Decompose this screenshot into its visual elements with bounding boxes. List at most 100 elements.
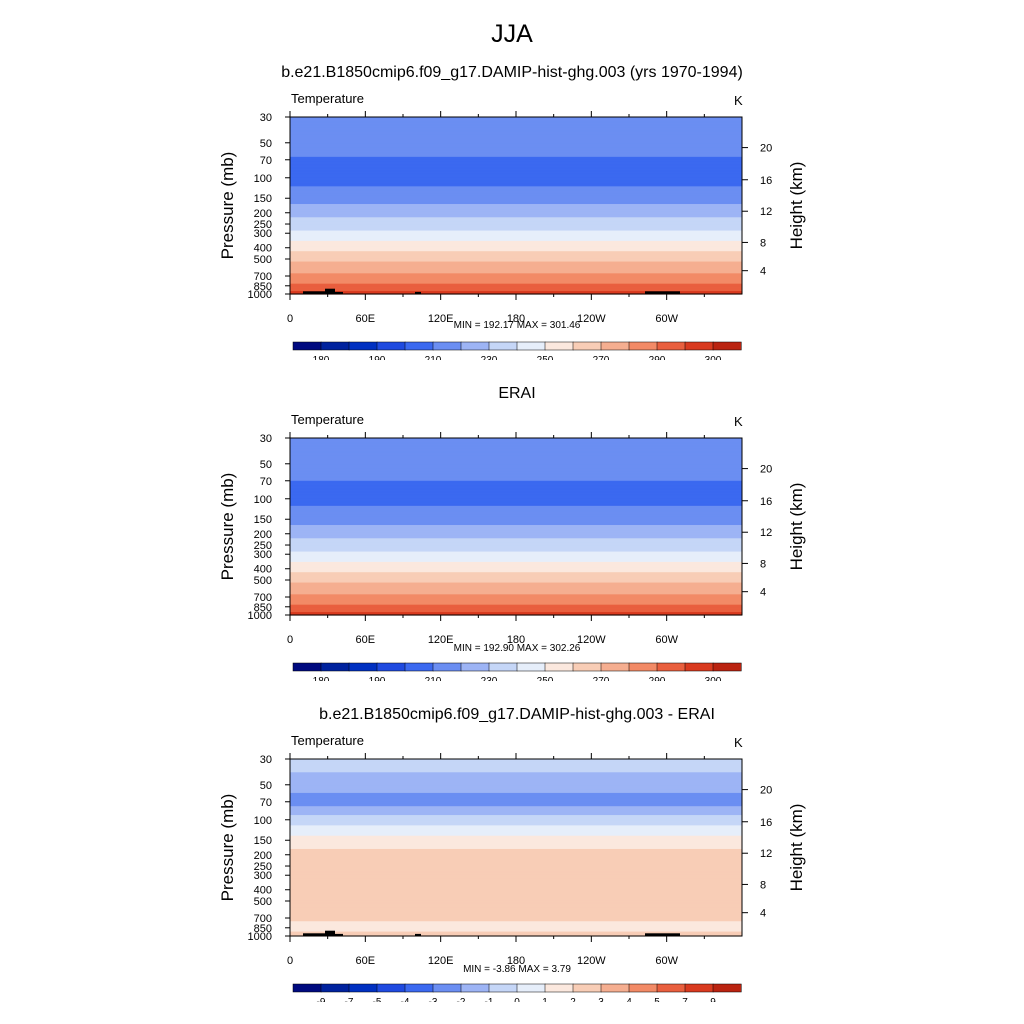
heatmap-cell	[290, 557, 742, 560]
y-tick-label: 700	[254, 913, 272, 925]
heatmap-cell	[290, 882, 742, 885]
heatmap-cell	[290, 581, 742, 584]
colorbar-box	[376, 341, 406, 351]
heatmap-cell	[290, 897, 742, 900]
colorbar-label: 210	[425, 355, 442, 360]
heatmap-cell	[290, 477, 742, 480]
colorbar-label: 2	[570, 997, 576, 1002]
colorbar-box	[600, 341, 630, 351]
heatmap-cell	[290, 280, 742, 283]
heatmap-cell	[290, 794, 742, 797]
y-tick-label: 1000	[248, 931, 272, 943]
topography-block	[303, 291, 325, 294]
heatmap-cell	[290, 209, 742, 212]
heatmap-cell	[290, 607, 742, 610]
y-tick-label: 250	[254, 540, 272, 552]
topography-block	[415, 933, 421, 936]
heatmap-cell	[290, 242, 742, 245]
heatmap-cell	[290, 575, 742, 578]
heatmap-cell	[290, 925, 742, 928]
heatmap-cell	[290, 130, 742, 133]
x-tick-label: 60E	[356, 313, 376, 325]
heatmap-cell	[290, 165, 742, 168]
y-tick-label: 700	[254, 592, 272, 604]
y-tick-label: 150	[254, 193, 272, 205]
heatmap-cell	[290, 848, 742, 852]
heatmap-cell	[290, 850, 742, 853]
heatmap-cell	[290, 240, 742, 243]
heatmap-cell	[290, 458, 742, 461]
heatmap-cell	[290, 239, 742, 242]
heatmap-cell	[290, 609, 742, 612]
heatmap-cell	[290, 145, 742, 148]
heatmap-cell	[290, 812, 742, 815]
topography-block	[335, 933, 343, 936]
colorbar-label: 1	[542, 997, 548, 1002]
heatmap-cell	[290, 825, 742, 828]
heatmap-cell	[290, 822, 742, 825]
heatmap-cell	[290, 909, 742, 912]
heatmap-cell	[290, 840, 742, 843]
heatmap-cell	[290, 201, 742, 204]
heatmap-cell	[290, 810, 742, 813]
heatmap-cell	[290, 807, 742, 810]
heatmap-cell	[290, 888, 742, 891]
y-tick-label: 70	[260, 155, 272, 167]
heatmap-cell	[290, 258, 742, 261]
heatmap-cell	[290, 564, 742, 567]
heatmap-cell	[290, 766, 742, 769]
heatmap-cell	[290, 468, 742, 472]
heatmap-cell	[290, 187, 742, 190]
heatmap-cell	[290, 183, 742, 186]
heatmap-cell	[290, 131, 742, 134]
colorbar-label: 3	[598, 997, 604, 1002]
heatmap-cell	[290, 846, 742, 849]
heatmap-cell	[290, 868, 742, 871]
heatmap-cell	[290, 797, 742, 800]
heatmap-cell	[290, 133, 742, 136]
heatmap-cell	[290, 535, 742, 538]
heatmap-cell	[290, 558, 742, 562]
colorbar-box	[684, 662, 714, 672]
colorbar-box	[516, 341, 546, 351]
heatmap-cell	[290, 167, 742, 170]
heatmap-cell	[290, 828, 742, 831]
colorbar-label: 210	[425, 676, 442, 681]
heatmap-cell	[290, 211, 742, 214]
colorbar-box	[292, 662, 322, 672]
y-tick-label: 30	[260, 754, 272, 766]
left-string: Temperature	[291, 412, 364, 427]
heatmap-cell	[290, 246, 742, 249]
heatmap-cell	[290, 495, 742, 498]
colorbar-box	[404, 983, 434, 993]
heatmap-cell	[290, 871, 742, 874]
heatmap-cell	[290, 289, 742, 292]
colorbar: 180 190 210 230 250 270 290 300	[292, 662, 742, 681]
heatmap-cell	[290, 277, 742, 280]
heatmap-cell	[290, 137, 742, 140]
y2-tick-label: 12	[760, 527, 772, 539]
colorbar-box	[404, 662, 434, 672]
y-tick-label: 100	[254, 173, 272, 185]
heatmap-cell	[290, 186, 742, 189]
heatmap-cell	[290, 196, 742, 199]
y-tick-label: 400	[254, 243, 272, 255]
heatmap-cell	[290, 508, 742, 511]
colorbar-box	[656, 662, 686, 672]
heatmap-cell	[290, 504, 742, 507]
heatmap-cell	[290, 264, 742, 267]
colorbar-label: -4	[401, 997, 410, 1002]
heatmap-cell	[290, 595, 742, 598]
colorbar-box	[488, 983, 518, 993]
heatmap-cell	[290, 579, 742, 582]
heatmap-cell	[290, 482, 742, 485]
heatmap-cell	[290, 903, 742, 906]
heatmap-cell	[290, 591, 742, 594]
panel-title: ERAI	[498, 385, 536, 402]
heatmap-cell	[290, 454, 742, 457]
heatmap-cell	[290, 178, 742, 182]
heatmap-cell	[290, 918, 742, 921]
colorbar: -9 -7 -5 -4 -3 -2 -1 0 1 2 3 4 5 7 9	[292, 983, 742, 1002]
heatmap-cell	[290, 603, 742, 606]
y-tick-label: 400	[254, 564, 272, 576]
